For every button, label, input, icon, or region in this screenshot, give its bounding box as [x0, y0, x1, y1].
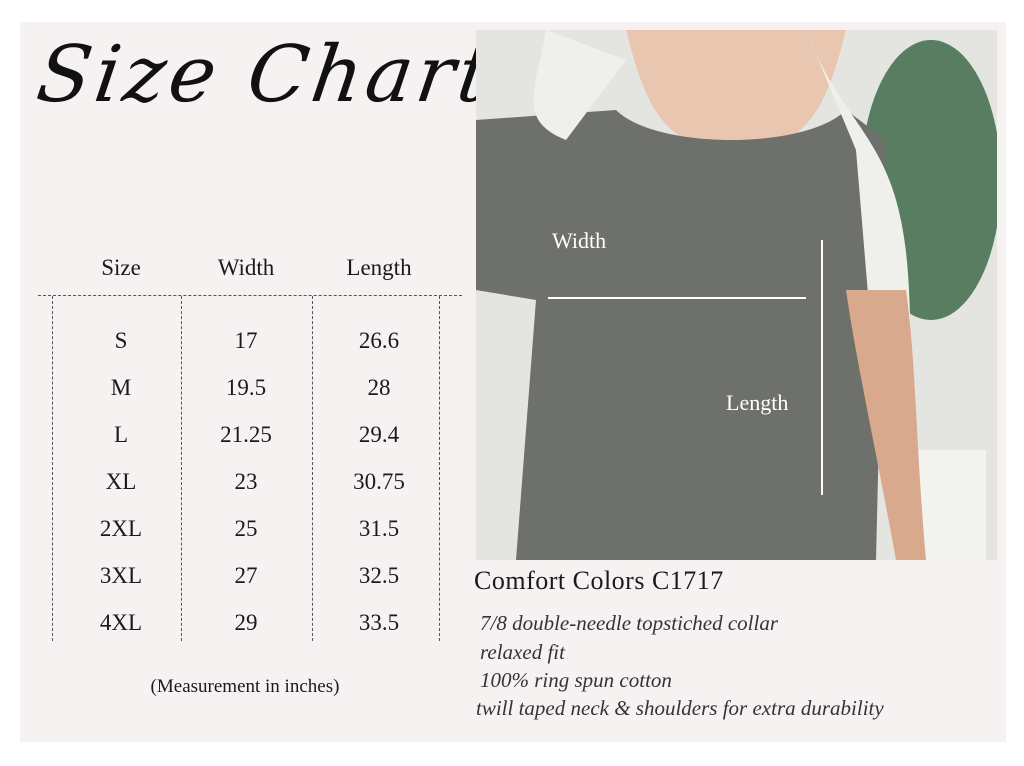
size-cell: 2XL	[99, 516, 143, 541]
size-cell: S	[114, 328, 128, 353]
width-cell: 27	[234, 563, 258, 588]
length-cell: 31.5	[358, 516, 400, 541]
header-divider	[38, 295, 462, 296]
feature-item: twill taped neck & shoulders for extra d…	[476, 696, 884, 720]
length-cell: 28	[367, 375, 391, 400]
length-label: Length	[726, 390, 789, 415]
size-cell: 3XL	[99, 563, 143, 588]
size-cell: L	[113, 422, 129, 447]
length-cell: 29.4	[358, 422, 400, 447]
width-cell: 23	[234, 469, 258, 494]
size-chart-title: Size Chart	[31, 30, 500, 120]
column-divider	[52, 296, 53, 641]
size-cell: M	[110, 375, 132, 400]
product-name: Comfort Colors C1717	[474, 566, 724, 595]
column-divider	[312, 296, 313, 641]
product-photo: Width Length	[476, 30, 997, 560]
width-cell: 21.25	[220, 422, 272, 447]
width-label: Width	[552, 228, 607, 253]
header-length: Length	[346, 255, 412, 280]
measurement-note: (Measurement in inches)	[150, 676, 340, 697]
header-size: Size	[101, 255, 141, 280]
size-cell: XL	[105, 469, 137, 494]
column-divider	[181, 296, 182, 641]
feature-item: relaxed fit	[480, 640, 565, 664]
header-width: Width	[217, 255, 275, 280]
column-divider	[439, 296, 440, 641]
length-cell: 33.5	[358, 610, 400, 635]
width-cell: 25	[234, 516, 258, 541]
length-cell: 30.75	[353, 469, 405, 494]
width-cell: 17	[234, 328, 258, 353]
feature-item: 7/8 double-needle topstiched collar	[480, 611, 779, 635]
width-cell: 19.5	[225, 375, 267, 400]
feature-item: 100% ring spun cotton	[480, 668, 672, 692]
length-cell: 32.5	[358, 563, 400, 588]
size-cell: 4XL	[99, 610, 143, 635]
width-cell: 29	[234, 610, 258, 635]
length-cell: 26.6	[358, 328, 400, 353]
